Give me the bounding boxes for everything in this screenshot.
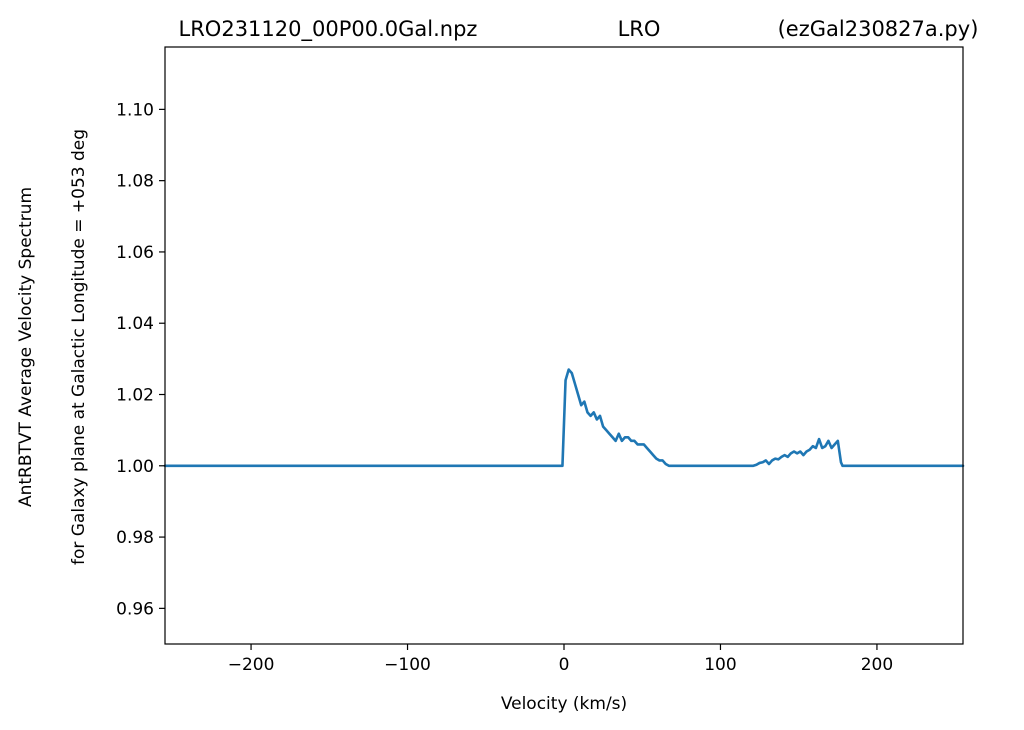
y-tick-label: 0.98 — [116, 528, 154, 548]
series-line — [163, 368, 965, 468]
x-tick-label: −100 — [384, 655, 431, 675]
chart-title-right: (ezGal230827a.py) — [778, 17, 979, 41]
x-axis: −200 −100 0 100 200 — [228, 644, 893, 675]
y-axis: 0.96 0.98 1.00 1.02 1.04 1.06 1.08 1.10 — [116, 100, 165, 619]
x-tick-label: 200 — [861, 655, 893, 675]
y-tick-label: 1.10 — [116, 100, 154, 120]
y-tick-label: 1.02 — [116, 386, 154, 406]
axes-frame — [164, 46, 964, 645]
plot-area — [163, 368, 965, 468]
y-tick-label: 1.04 — [116, 314, 154, 334]
y-tick-label: 1.00 — [116, 457, 154, 477]
y-tick-label: 0.96 — [116, 599, 154, 619]
y-tick-label: 1.06 — [116, 243, 154, 263]
y-tick-label: 1.08 — [116, 172, 154, 192]
x-axis-label: Velocity (km/s) — [501, 694, 627, 714]
y-axis-label-line1: AntRBTVT Average Velocity Spectrum — [16, 187, 36, 507]
chart-title-left: LRO231120_00P00.0Gal.npz — [179, 17, 478, 42]
x-tick-label: 0 — [559, 655, 570, 675]
chart-title-center: LRO — [618, 17, 661, 41]
x-tick-label: −200 — [228, 655, 275, 675]
y-axis-label-line2: for Galaxy plane at Galactic Longitude =… — [69, 129, 89, 565]
x-tick-label: 100 — [704, 655, 736, 675]
